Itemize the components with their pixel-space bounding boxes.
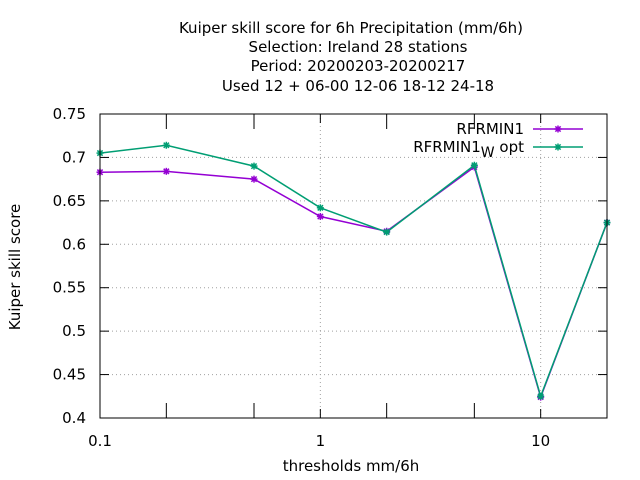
- x-tick-label: 10: [531, 432, 550, 450]
- legend-marker: [554, 125, 562, 133]
- title-line-4: Used 12 + 06-00 12-06 18-12 24-18: [222, 77, 494, 95]
- y-tick-label: 0.5: [62, 322, 86, 340]
- y-tick-label: 0.6: [62, 235, 86, 253]
- legend: RFRMIN1 RFRMIN1W opt: [413, 120, 583, 161]
- series-layer: [96, 141, 611, 401]
- data-point: [162, 167, 170, 175]
- data-point: [162, 141, 170, 149]
- legend-label-2-subscript: W: [481, 145, 495, 161]
- y-tick-label: 0.4: [62, 409, 86, 427]
- legend-label-2: RFRMIN1W opt: [413, 138, 524, 161]
- x-axis-label: thresholds mm/6h: [283, 457, 420, 475]
- title-line-2: Selection: Ireland 28 stations: [249, 38, 468, 56]
- plot-frame: [99, 113, 608, 419]
- x-tick-label: 0.1: [88, 432, 112, 450]
- legend-label-2-main: RFRMIN1: [413, 138, 481, 156]
- y-tick-label: 0.55: [53, 279, 86, 297]
- data-point: [316, 204, 324, 212]
- y-tick-label: 0.45: [53, 366, 86, 384]
- legend-label-1: RFRMIN1: [456, 120, 524, 138]
- series-line-2: [99, 144, 608, 399]
- legend-swatch-1: [533, 125, 583, 133]
- data-point: [316, 212, 324, 220]
- data-point: [383, 228, 391, 236]
- data-point: [537, 392, 545, 400]
- y-tick-label: 0.75: [53, 105, 86, 123]
- data-point: [470, 161, 478, 169]
- y-axis-label: Kuiper skill score: [6, 204, 24, 331]
- title-line-3: Period: 20200203-20200217: [251, 57, 466, 75]
- legend-swatch-2: [533, 143, 583, 151]
- grid: [100, 114, 607, 418]
- y-tick-label: 0.65: [53, 192, 86, 210]
- chart-title: Kuiper skill score for 6h Precipitation …: [179, 19, 523, 95]
- title-line-1: Kuiper skill score for 6h Precipitation …: [179, 19, 523, 37]
- legend-marker: [554, 143, 562, 151]
- x-tick-label: 1: [316, 432, 326, 450]
- legend-label-2-suffix: opt: [495, 138, 524, 156]
- tick-labels: 0.4 0.45 0.5 0.55 0.6 0.65 0.7 0.75 0.1 1 10: [53, 105, 551, 450]
- data-point: [250, 175, 258, 183]
- y-tick-label: 0.7: [62, 148, 86, 166]
- axis-ticks: [99, 113, 608, 419]
- data-point: [250, 162, 258, 170]
